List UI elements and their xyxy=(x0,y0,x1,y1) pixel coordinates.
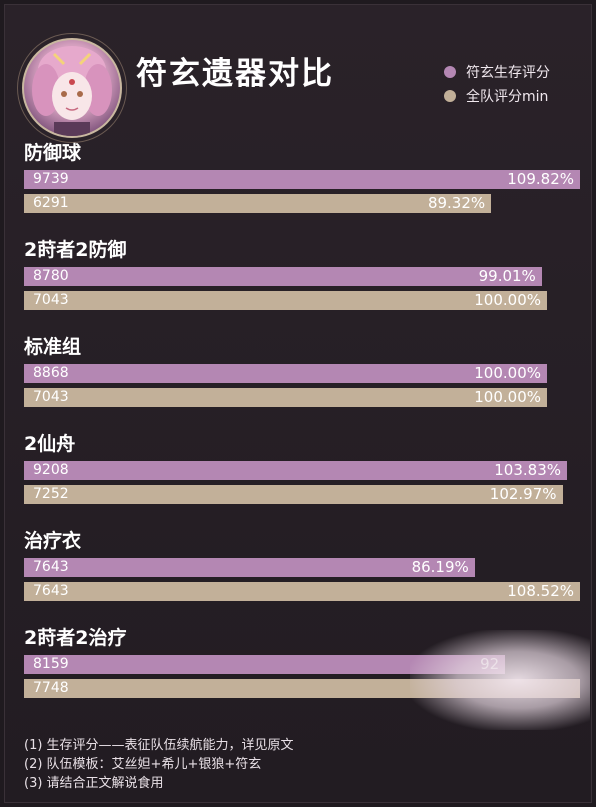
bar-percent-label: 100.00% xyxy=(474,291,541,309)
chart-legend: 符玄生存评分 全队评分min xyxy=(444,60,550,108)
bar-value-label: 9208 xyxy=(33,462,69,478)
bar-value-label: 8159 xyxy=(33,656,69,672)
survival-bar: 8780 99.01% xyxy=(24,267,542,286)
bar-percent-label: 89.32% xyxy=(427,194,486,212)
survival-bar: 9208 103.83% xyxy=(24,461,568,480)
team-bar: 6291 89.32% xyxy=(24,194,492,213)
bar-percent-label: 92 xyxy=(480,655,500,673)
category-label: 标准组 xyxy=(24,336,82,358)
chart-title: 符玄遗器对比 xyxy=(136,56,334,92)
footnote-2: (2) 队伍模板：艾丝妲+希儿+银狼+符玄 xyxy=(24,757,262,772)
bar-value-label: 7043 xyxy=(33,389,69,405)
bar-value-label: 8780 xyxy=(33,268,69,284)
bar-value-label: 9739 xyxy=(33,171,69,187)
category-label: 2莳者2治疗 xyxy=(24,627,127,649)
team-bar: 7643 108.52% xyxy=(24,582,580,601)
survival-bar: 7643 86.19% xyxy=(24,558,475,577)
footnote-3: (3) 请结合正文解说食用 xyxy=(24,776,164,791)
bar-percent-label: 102.97% xyxy=(489,485,557,503)
team-bar: 7043 100.00% xyxy=(24,388,547,407)
legend-swatch-team xyxy=(444,90,456,102)
bar-value-label: 8868 xyxy=(33,365,69,381)
legend-item-survival: 符玄生存评分 xyxy=(444,60,550,84)
legend-swatch-survival xyxy=(444,66,456,78)
survival-bar: 9739 109.82% xyxy=(24,170,580,189)
character-avatar xyxy=(22,38,122,138)
category-label: 防御球 xyxy=(24,142,82,164)
category-label: 治疗衣 xyxy=(24,530,82,552)
bar-percent-label: 108.52% xyxy=(507,582,574,600)
bar-percent-label: 109.82% xyxy=(507,170,574,188)
team-bar: 7043 100.00% xyxy=(24,291,547,310)
bar-percent-label: 86.19% xyxy=(411,558,469,576)
bar-value-label: 7252 xyxy=(33,486,69,502)
bar-value-label: 7643 xyxy=(33,559,69,575)
bar-percent-label: 103.83% xyxy=(494,461,562,479)
legend-label-team: 全队评分min xyxy=(466,89,549,105)
character-portrait-icon xyxy=(32,46,112,136)
team-bar: 7252 102.97% xyxy=(24,485,563,504)
category-label: 2莳者2防御 xyxy=(24,239,127,261)
bar-value-label: 7643 xyxy=(33,583,69,599)
legend-item-team: 全队评分min xyxy=(444,84,550,108)
bar-percent-label: 100.00% xyxy=(474,388,541,406)
category-label: 2仙舟 xyxy=(24,433,76,455)
bar-value-label: 7043 xyxy=(33,292,69,308)
team-bar: 7748 xyxy=(24,679,580,698)
legend-label-survival: 符玄生存评分 xyxy=(466,65,550,81)
footnote-1: (1) 生存评分——表征队伍续航能力，详见原文 xyxy=(24,738,294,753)
bar-percent-label: 100.00% xyxy=(474,364,541,382)
footnotes: (1) 生存评分——表征队伍续航能力，详见原文 (2) 队伍模板：艾丝妲+希儿+… xyxy=(24,736,294,793)
bar-percent-label: 99.01% xyxy=(478,267,536,285)
bar-value-label: 6291 xyxy=(33,195,69,211)
survival-bar: 8159 92 xyxy=(24,655,506,674)
survival-bar: 8868 100.00% xyxy=(24,364,547,383)
bar-value-label: 7748 xyxy=(33,680,69,696)
